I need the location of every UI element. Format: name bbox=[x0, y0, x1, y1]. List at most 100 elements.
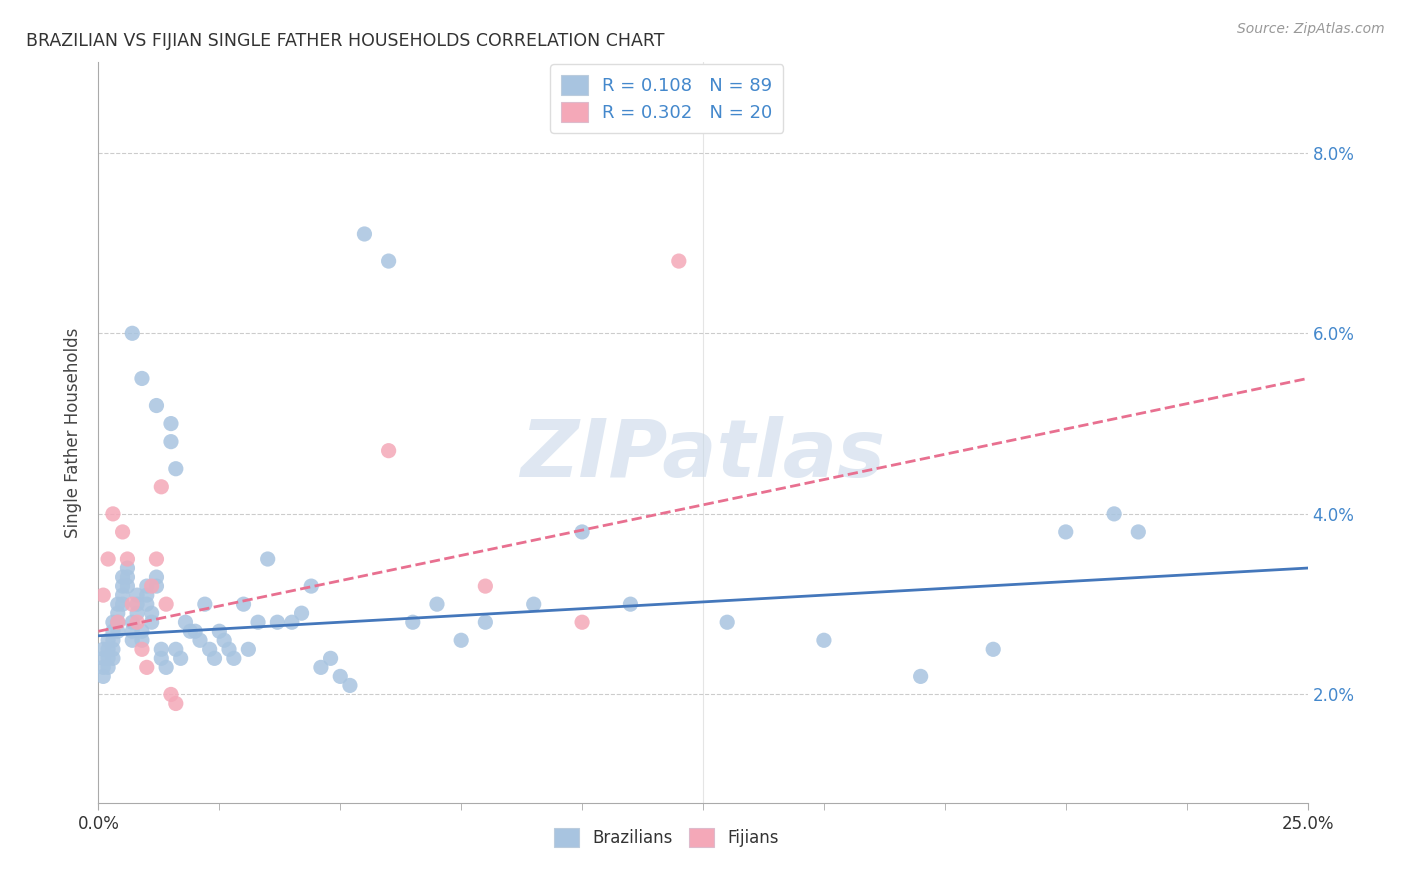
Point bbox=[256, 552, 278, 566]
Point bbox=[204, 651, 226, 665]
Point bbox=[377, 254, 399, 268]
Point bbox=[184, 624, 207, 639]
Point bbox=[377, 443, 399, 458]
Point bbox=[107, 624, 129, 639]
Point bbox=[117, 570, 139, 584]
Point bbox=[145, 579, 167, 593]
Point bbox=[107, 606, 129, 620]
Point bbox=[141, 606, 163, 620]
Point bbox=[474, 615, 496, 630]
Point bbox=[121, 597, 143, 611]
Point bbox=[121, 615, 143, 630]
Point bbox=[290, 606, 312, 620]
Point bbox=[131, 642, 153, 657]
Point bbox=[141, 615, 163, 630]
Point bbox=[107, 615, 129, 630]
Point bbox=[131, 371, 153, 385]
Point bbox=[91, 660, 114, 674]
Point bbox=[353, 227, 375, 241]
Point bbox=[121, 326, 143, 341]
Point bbox=[232, 597, 254, 611]
Point bbox=[238, 642, 260, 657]
Point bbox=[474, 579, 496, 593]
Legend: Brazilians, Fijians: Brazilians, Fijians bbox=[547, 822, 786, 854]
Point bbox=[169, 651, 191, 665]
Point bbox=[571, 524, 593, 539]
Point bbox=[165, 697, 187, 711]
Point bbox=[117, 552, 139, 566]
Point bbox=[160, 688, 183, 702]
Point bbox=[247, 615, 270, 630]
Point bbox=[571, 615, 593, 630]
Point bbox=[319, 651, 342, 665]
Point bbox=[218, 642, 240, 657]
Point bbox=[150, 480, 173, 494]
Point bbox=[131, 633, 153, 648]
Point bbox=[716, 615, 738, 630]
Point bbox=[145, 399, 167, 413]
Point bbox=[329, 669, 352, 683]
Point bbox=[198, 642, 221, 657]
Point bbox=[281, 615, 304, 630]
Point bbox=[619, 597, 641, 611]
Point bbox=[150, 642, 173, 657]
Point bbox=[155, 660, 177, 674]
Point bbox=[299, 579, 322, 593]
Point bbox=[179, 624, 201, 639]
Point bbox=[135, 579, 157, 593]
Point bbox=[111, 524, 134, 539]
Point bbox=[101, 624, 124, 639]
Point bbox=[222, 651, 245, 665]
Point bbox=[107, 597, 129, 611]
Point bbox=[111, 597, 134, 611]
Point bbox=[127, 615, 149, 630]
Point bbox=[194, 597, 217, 611]
Point bbox=[135, 597, 157, 611]
Point bbox=[111, 570, 134, 584]
Text: Source: ZipAtlas.com: Source: ZipAtlas.com bbox=[1237, 22, 1385, 37]
Point bbox=[450, 633, 472, 648]
Point bbox=[97, 633, 120, 648]
Point bbox=[135, 588, 157, 602]
Point bbox=[97, 642, 120, 657]
Point bbox=[127, 588, 149, 602]
Point bbox=[111, 588, 134, 602]
Point bbox=[127, 597, 149, 611]
Point bbox=[145, 552, 167, 566]
Point bbox=[266, 615, 288, 630]
Point bbox=[145, 570, 167, 584]
Point bbox=[188, 633, 211, 648]
Point bbox=[155, 597, 177, 611]
Point bbox=[426, 597, 449, 611]
Point bbox=[135, 660, 157, 674]
Point bbox=[107, 615, 129, 630]
Text: BRAZILIAN VS FIJIAN SINGLE FATHER HOUSEHOLDS CORRELATION CHART: BRAZILIAN VS FIJIAN SINGLE FATHER HOUSEH… bbox=[25, 32, 665, 50]
Point bbox=[1054, 524, 1077, 539]
Point bbox=[117, 561, 139, 575]
Point bbox=[111, 579, 134, 593]
Point bbox=[101, 651, 124, 665]
Point bbox=[165, 461, 187, 475]
Point bbox=[121, 633, 143, 648]
Point bbox=[174, 615, 197, 630]
Point bbox=[97, 552, 120, 566]
Y-axis label: Single Father Households: Single Father Households bbox=[65, 327, 83, 538]
Point bbox=[91, 588, 114, 602]
Text: ZIPatlas: ZIPatlas bbox=[520, 416, 886, 494]
Point bbox=[101, 507, 124, 521]
Point bbox=[1102, 507, 1125, 521]
Point bbox=[523, 597, 546, 611]
Point bbox=[981, 642, 1004, 657]
Point bbox=[212, 633, 235, 648]
Point bbox=[160, 417, 183, 431]
Point bbox=[91, 642, 114, 657]
Point bbox=[910, 669, 932, 683]
Point bbox=[101, 633, 124, 648]
Point bbox=[339, 678, 361, 692]
Point bbox=[131, 624, 153, 639]
Point bbox=[813, 633, 835, 648]
Point bbox=[101, 642, 124, 657]
Point bbox=[150, 651, 173, 665]
Point bbox=[668, 254, 690, 268]
Point bbox=[91, 669, 114, 683]
